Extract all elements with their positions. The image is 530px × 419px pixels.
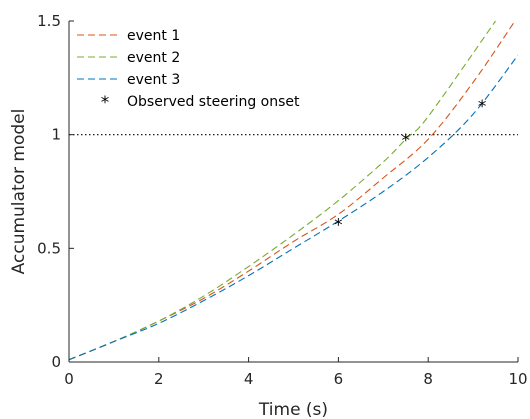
y-tick-label: 0.5 — [37, 239, 61, 257]
x-tick-label: 8 — [423, 370, 433, 388]
legend: event 1 event 2 event 3 * Observed steering … — [77, 28, 300, 113]
y-axis-label: Accumulator model — [9, 109, 29, 275]
x-tick-label: 0 — [64, 370, 74, 388]
series-line-2 — [69, 21, 496, 361]
y-tick-label: 1 — [51, 126, 61, 144]
legend-marker: * — [101, 93, 110, 113]
series-line-1 — [69, 21, 516, 361]
x-tick-label: 10 — [508, 370, 527, 388]
x-tick-label: 6 — [334, 370, 344, 388]
x-axis-label: Time (s) — [258, 400, 328, 419]
onset-marker: * — [402, 131, 411, 151]
legend-entry-2: event 2 — [127, 50, 180, 66]
x-tick-label: 2 — [154, 370, 164, 388]
y-tick-label: 1.5 — [37, 12, 61, 30]
onset-marker: * — [478, 97, 487, 117]
plot-area — [69, 21, 518, 361]
legend-entry-1: event 1 — [127, 28, 180, 44]
axes: 0 2 4 6 8 10 0 0.5 1 1.5 — [37, 12, 527, 388]
x-tick-label: 4 — [244, 370, 254, 388]
series-line-3 — [69, 54, 518, 361]
legend-entry-4: Observed steering onset — [127, 94, 300, 110]
legend-entry-3: event 3 — [127, 72, 180, 88]
onset-marker: * — [334, 215, 343, 235]
y-tick-label: 0 — [51, 353, 61, 371]
